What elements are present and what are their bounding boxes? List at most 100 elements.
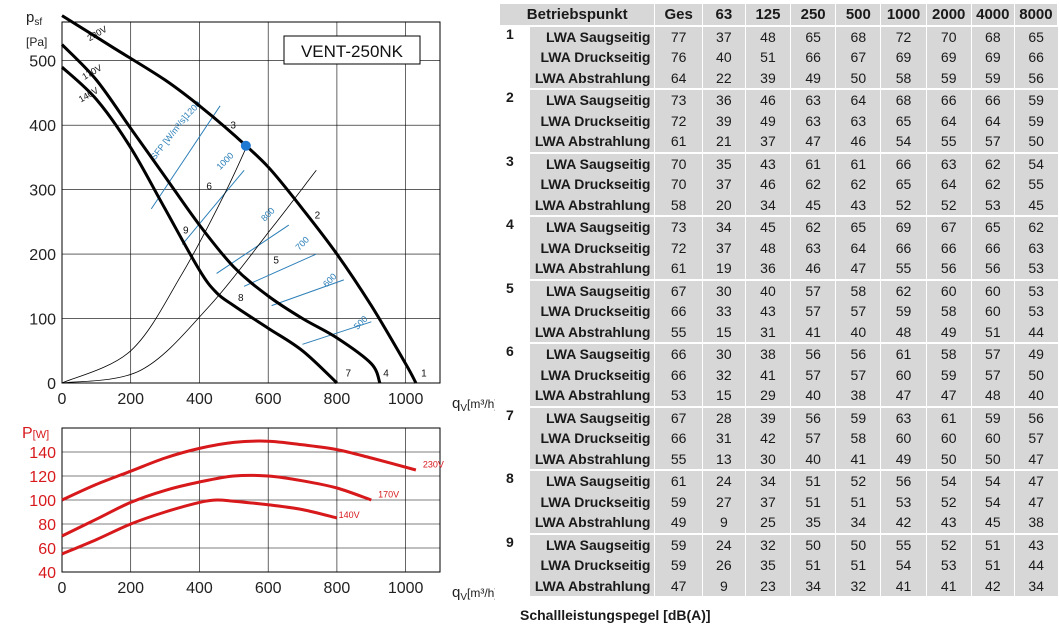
table-row: LWA Druckseitig 59 26 35 51 51 54 53 51 44 [500,555,1058,576]
table-cell: 63 [1013,237,1058,258]
table-cell: 26 [701,555,746,576]
table-cell: 46 [835,131,881,153]
series-label: 170V [378,490,399,500]
table-cell: 46 [744,88,791,111]
row-label: LWA Saugseitig [530,532,655,555]
table-cell: 47 [1013,469,1058,492]
table-cell: 46 [744,174,791,195]
table-cell: 77 [654,24,703,47]
operating-point-number [500,321,531,343]
row-label: LWA Saugseitig [530,24,655,47]
table-row: LWA Druckseitig 72 37 48 63 64 66 66 66 63 [500,237,1058,258]
table-cell: 63 [790,88,836,111]
table-cell: 39 [744,405,791,428]
x-axis-label: qV[m³/h] [452,395,495,414]
row-label: LWA Abstrahlung [530,131,655,153]
operating-point-number [500,131,531,153]
table-row: LWA Abstrahlung 47 9 23 34 32 41 41 42 34 [500,575,1058,596]
table-cell: 49 [925,321,972,343]
table-cell: 49 [654,512,703,534]
table-cell: 21 [701,131,746,153]
table-cell: 50 [1013,131,1058,153]
point-number-label: 6 [206,182,212,193]
table-cell: 47 [880,385,927,407]
table-row: LWA Abstrahlung 61 21 37 47 46 54 55 57 50 [500,131,1058,153]
chart-title-box [283,35,421,65]
sfp-label: 800 [259,206,277,224]
table-cell: 60 [925,278,972,301]
table-cell: 59 [970,67,1015,89]
table-cell: 66 [654,301,703,322]
table-cell: 66 [654,428,703,449]
plot-frame [61,21,441,384]
table-cell: 63 [790,110,836,131]
table-row: 2 LWA Saugseitig 73 36 46 63 64 68 66 66 59 [500,88,1058,111]
table-cell: 57 [1013,428,1058,449]
header-betriebspunkt: Betriebspunkt [500,4,656,26]
operating-point-number [500,364,531,385]
x-tick-label: 0 [58,580,67,597]
table-cell: 57 [790,428,836,449]
table-cell: 52 [880,194,927,216]
y-axis-label: P[W] [22,425,49,442]
table-cell: 66 [970,88,1015,111]
table-cell: 35 [744,555,791,576]
y-tick-label: 140 [29,445,56,462]
pressure-chart: 0 200 400 600 800 1000 0 100 200 300 400 500 qV[m³/h… [26,9,495,414]
table-cell: 59 [654,555,703,576]
table-cell: 60 [925,428,972,449]
point-number-label: 1 [421,369,427,380]
table-cell: 59 [1013,88,1058,111]
point-number-label: 3 [230,120,236,131]
row-label: LWA Abstrahlung [530,321,655,343]
row-label: LWA Saugseitig [530,469,655,492]
table-cell: 25 [744,512,791,534]
table-cell: 51 [970,555,1015,576]
table-cell: 32 [835,575,881,596]
point-number-label: 5 [273,256,279,267]
row-label: LWA Druckseitig [530,301,655,322]
operating-point-number [500,237,531,258]
table-cell: 64 [970,110,1015,131]
table-cell: 58 [835,278,881,301]
table-row: 6 LWA Saugseitig 66 30 38 56 56 61 58 57 49 [500,342,1058,365]
table-row: LWA Abstrahlung 55 13 30 40 41 49 50 50 47 [500,448,1058,470]
table-cell: 66 [1013,47,1058,68]
x-tick-label: 200 [117,580,144,597]
table-row: 9 LWA Saugseitig 59 24 32 50 50 55 52 51 43 [500,532,1058,555]
table-cell: 65 [835,215,881,238]
table-cell: 32 [744,532,791,555]
table-body: 1 LWA Saugseitig 77 37 48 65 68 72 70 68 65 LWA Dru… [500,24,1058,596]
table-cell: 67 [835,47,881,68]
table-cell: 31 [701,428,746,449]
table-cell: 48 [744,237,791,258]
table-cell: 64 [835,88,881,111]
column-header: 500 [835,4,882,26]
table-cell: 55 [880,258,927,280]
operating-point-number: 4 [500,216,531,238]
y-tick-label: 400 [29,118,56,135]
table-cell: 13 [701,448,746,470]
fan-curve-140V [60,66,338,385]
table-cell: 76 [654,47,703,68]
operating-point-number: 9 [500,533,531,555]
table-cell: 56 [1013,405,1058,428]
row-label: LWA Abstrahlung [530,448,655,470]
table-cell: 63 [835,110,881,131]
operating-point-number [500,575,531,596]
table-cell: 57 [970,131,1015,153]
table-cell: 28 [701,405,746,428]
table-cell: 39 [701,110,746,131]
row-label: LWA Abstrahlung [530,258,655,280]
table-cell: 66 [880,151,927,174]
table-cell: 72 [880,24,927,47]
table-cell: 49 [744,110,791,131]
table-cell: 23 [744,575,791,596]
table-cell: 53 [1013,278,1058,301]
table-cell: 53 [925,555,972,576]
table-cell: 60 [970,278,1015,301]
table-cell: 61 [654,469,703,492]
operating-point-number [500,174,531,195]
chart-title: VENT-250NK [301,42,404,61]
table-cell: 37 [744,491,791,512]
